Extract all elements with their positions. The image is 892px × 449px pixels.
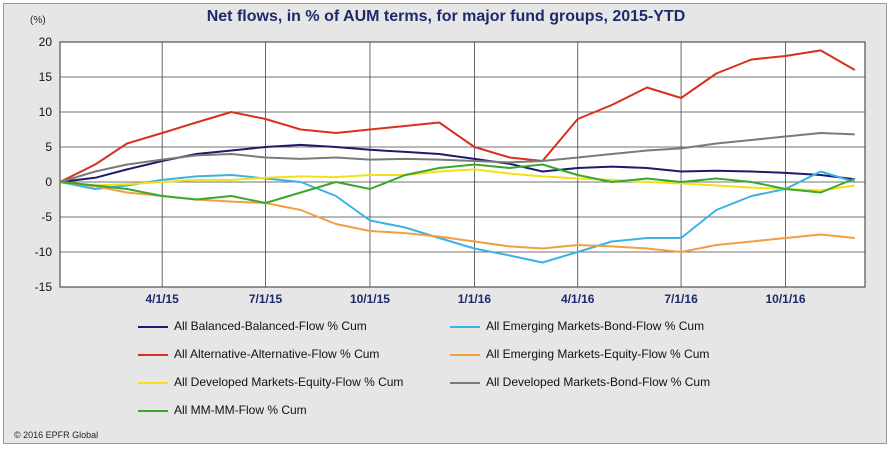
copyright-note: © 2016 EPFR Global <box>14 430 99 440</box>
x-tick-label: 7/1/16 <box>664 292 698 306</box>
series-lines <box>59 49 856 264</box>
x-tick-label: 10/1/15 <box>350 292 390 306</box>
y-tick-label: 20 <box>39 35 53 49</box>
x-axis-ticks: 4/1/15 7/1/15 10/1/15 1/1/16 4/1/16 7/1/16 10/… <box>145 292 805 306</box>
y-axis-unit: (%) <box>30 15 46 26</box>
x-tick-label: 7/1/15 <box>249 292 283 306</box>
x-tick-label: 10/1/16 <box>765 292 805 306</box>
chart-title: Net flows, in % of AUM terms, for major … <box>206 8 686 25</box>
plot-area <box>59 41 866 288</box>
series-line-6 <box>59 163 856 204</box>
y-tick-label: -10 <box>35 245 53 259</box>
grid <box>60 42 865 287</box>
y-tick-label: 5 <box>45 140 52 154</box>
y-tick-label: 15 <box>39 70 53 84</box>
x-tick-label: 4/1/15 <box>145 292 179 306</box>
y-tick-label: -5 <box>41 210 52 224</box>
series-line-5 <box>59 132 855 183</box>
y-tick-label: -15 <box>35 280 53 294</box>
y-tick-label: 0 <box>45 175 52 189</box>
x-tick-label: 1/1/16 <box>458 292 492 306</box>
series-line-4 <box>59 168 855 192</box>
y-tick-label: 10 <box>39 105 53 119</box>
series-line-2 <box>59 49 856 183</box>
series-line-1 <box>59 170 856 264</box>
y-axis-ticks: 20 15 10 5 0 -5 -10 -15 <box>35 35 53 294</box>
x-tick-label: 4/1/16 <box>561 292 595 306</box>
